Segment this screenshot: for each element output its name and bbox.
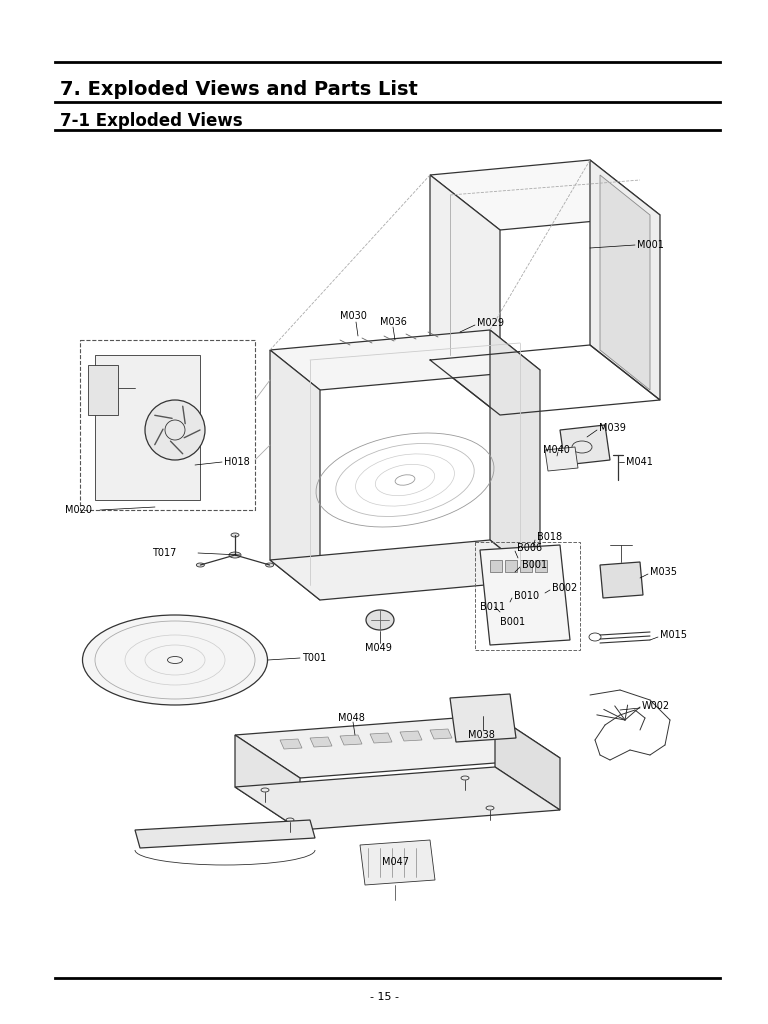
- Polygon shape: [600, 562, 643, 598]
- Polygon shape: [88, 365, 118, 415]
- Text: M047: M047: [382, 857, 409, 867]
- Polygon shape: [235, 715, 560, 778]
- Polygon shape: [360, 840, 435, 885]
- Bar: [475, 542, 580, 650]
- Text: M048: M048: [338, 713, 365, 723]
- Text: M038: M038: [468, 730, 495, 740]
- Polygon shape: [280, 739, 302, 749]
- Polygon shape: [270, 350, 320, 600]
- Polygon shape: [480, 545, 570, 645]
- Polygon shape: [400, 731, 422, 741]
- Text: T001: T001: [302, 653, 326, 663]
- Polygon shape: [270, 330, 540, 390]
- Text: M035: M035: [650, 567, 677, 577]
- Polygon shape: [450, 694, 516, 742]
- Text: M001: M001: [637, 240, 664, 250]
- Polygon shape: [135, 820, 315, 848]
- Text: B018: B018: [537, 532, 562, 542]
- Ellipse shape: [197, 563, 204, 567]
- Polygon shape: [430, 160, 660, 230]
- Text: 7-1 Exploded Views: 7-1 Exploded Views: [60, 112, 243, 130]
- Text: B010: B010: [514, 591, 539, 601]
- Bar: [80, 340, 255, 510]
- Polygon shape: [430, 175, 500, 415]
- Polygon shape: [495, 715, 560, 810]
- Ellipse shape: [266, 563, 273, 567]
- Text: B006: B006: [517, 543, 542, 553]
- Polygon shape: [340, 735, 362, 745]
- Polygon shape: [235, 767, 560, 830]
- Text: 7. Exploded Views and Parts List: 7. Exploded Views and Parts List: [60, 80, 418, 99]
- Text: B001: B001: [500, 617, 525, 627]
- Text: B002: B002: [552, 583, 578, 593]
- Text: M041: M041: [626, 457, 653, 467]
- Ellipse shape: [229, 552, 241, 558]
- Ellipse shape: [366, 610, 394, 630]
- Text: B011: B011: [480, 602, 505, 612]
- Polygon shape: [600, 175, 650, 390]
- Text: M049: M049: [365, 643, 392, 653]
- Polygon shape: [490, 560, 502, 572]
- Text: M020: M020: [65, 505, 92, 515]
- Ellipse shape: [231, 534, 239, 537]
- Text: M036: M036: [380, 317, 407, 327]
- Text: W002: W002: [642, 701, 670, 711]
- Text: M029: M029: [477, 318, 504, 328]
- Text: M015: M015: [660, 630, 687, 640]
- Polygon shape: [560, 425, 610, 465]
- Text: T017: T017: [152, 548, 177, 558]
- Text: M039: M039: [599, 423, 626, 433]
- Polygon shape: [590, 160, 660, 400]
- Ellipse shape: [145, 400, 205, 460]
- Text: H018: H018: [224, 457, 250, 467]
- Text: M040: M040: [543, 445, 570, 455]
- Polygon shape: [95, 355, 200, 500]
- Polygon shape: [545, 447, 578, 471]
- Text: M030: M030: [340, 311, 367, 321]
- Polygon shape: [370, 733, 392, 743]
- Text: - 15 -: - 15 -: [369, 992, 399, 1002]
- Polygon shape: [430, 729, 452, 739]
- Text: B001: B001: [522, 560, 547, 570]
- Polygon shape: [490, 330, 540, 580]
- Polygon shape: [505, 560, 517, 572]
- Polygon shape: [535, 560, 547, 572]
- Polygon shape: [270, 540, 540, 600]
- Polygon shape: [520, 560, 532, 572]
- Ellipse shape: [82, 615, 267, 705]
- Polygon shape: [235, 735, 300, 830]
- Polygon shape: [310, 737, 332, 746]
